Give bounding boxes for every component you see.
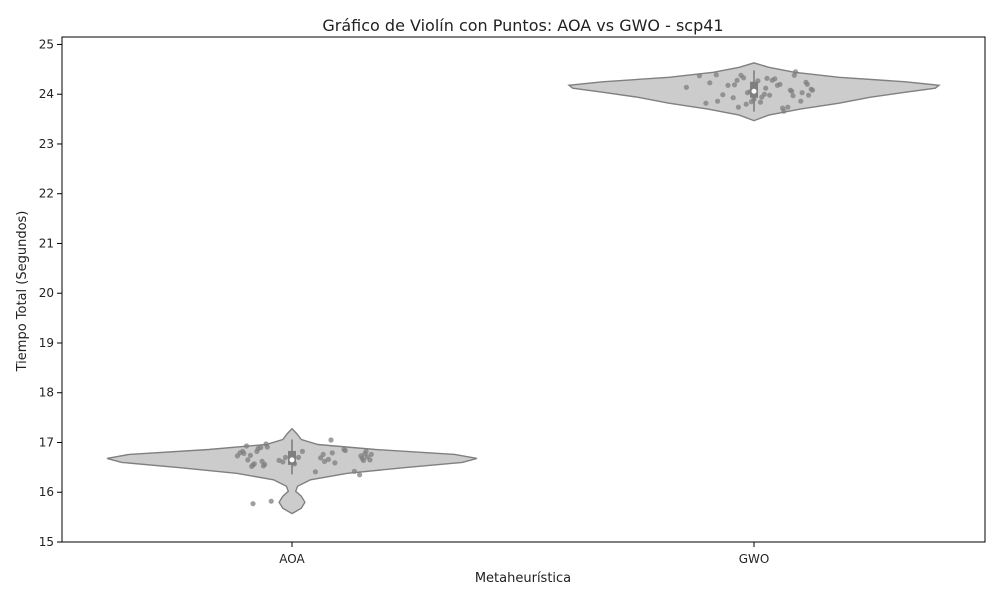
data-point xyxy=(761,91,768,97)
data-point xyxy=(280,459,286,465)
data-point xyxy=(743,101,749,107)
x-axis-label: Metaheurística xyxy=(475,571,571,586)
y-tick-label: 18 xyxy=(39,386,54,400)
data-point xyxy=(295,454,302,460)
data-point xyxy=(332,460,338,466)
points-layer xyxy=(234,69,816,507)
data-point xyxy=(329,450,335,456)
data-point xyxy=(790,93,796,99)
y-tick-label: 15 xyxy=(39,535,54,549)
data-point xyxy=(276,457,282,463)
y-axis-ticks: 15 16 17 18 19 20 21 22 23 24 25 xyxy=(39,37,62,549)
data-point xyxy=(793,69,799,75)
data-point xyxy=(250,501,256,507)
data-point xyxy=(763,85,769,91)
data-point xyxy=(328,437,334,443)
y-axis-label: Tiempo Total (Segundos) xyxy=(15,211,30,373)
data-point xyxy=(804,81,810,87)
data-point xyxy=(734,77,740,83)
data-point xyxy=(781,108,787,114)
x-tick-label: GWO xyxy=(739,552,770,566)
data-point xyxy=(799,90,805,96)
y-tick-label: 23 xyxy=(39,137,54,151)
violins-layer xyxy=(106,62,941,515)
data-point xyxy=(363,448,369,454)
data-point xyxy=(764,75,770,81)
data-point xyxy=(262,461,268,467)
data-point xyxy=(777,81,783,87)
y-tick-label: 25 xyxy=(39,37,54,51)
data-point xyxy=(785,104,791,110)
data-point xyxy=(325,456,331,462)
data-point xyxy=(757,99,764,105)
data-point xyxy=(357,472,363,478)
data-point xyxy=(258,444,264,451)
data-point xyxy=(243,443,250,449)
y-tick-label: 16 xyxy=(39,485,54,499)
plot-frame xyxy=(61,36,986,543)
box-layer xyxy=(288,70,758,475)
data-point xyxy=(351,468,357,474)
median-aoa xyxy=(289,457,295,463)
data-point xyxy=(312,469,318,475)
data-point xyxy=(725,82,731,88)
data-point xyxy=(342,447,348,454)
data-point xyxy=(367,457,373,463)
median-gwo xyxy=(751,88,757,94)
data-point xyxy=(299,448,305,454)
x-axis-ticks: AOA GWO xyxy=(279,542,769,566)
data-point xyxy=(809,87,816,93)
data-point xyxy=(806,92,812,98)
data-point xyxy=(264,444,270,450)
y-tick-label: 17 xyxy=(39,435,54,449)
x-tick-label: AOA xyxy=(279,552,305,566)
data-point xyxy=(735,104,742,110)
data-point xyxy=(741,75,747,81)
y-tick-label: 21 xyxy=(39,236,54,250)
data-point xyxy=(683,84,690,90)
data-point xyxy=(696,73,703,79)
data-point xyxy=(245,457,251,463)
data-point xyxy=(789,88,795,94)
data-point xyxy=(321,458,328,464)
data-point xyxy=(368,451,374,457)
data-point xyxy=(320,451,326,457)
data-point xyxy=(251,461,257,467)
y-tick-label: 24 xyxy=(39,87,54,101)
y-tick-label: 20 xyxy=(39,286,54,300)
data-point xyxy=(772,76,778,82)
data-point xyxy=(713,72,719,78)
data-point xyxy=(241,450,247,456)
y-tick-label: 22 xyxy=(39,187,54,201)
data-point xyxy=(282,454,289,460)
data-point xyxy=(268,498,274,504)
data-point xyxy=(360,457,367,463)
data-point xyxy=(715,98,721,104)
data-point xyxy=(731,82,738,88)
data-point xyxy=(798,98,804,104)
data-point xyxy=(720,92,726,98)
data-point xyxy=(730,95,736,101)
chart-title: Gráfico de Violín con Puntos: AOA vs GWO… xyxy=(322,16,723,35)
data-point xyxy=(707,80,713,86)
y-tick-label: 19 xyxy=(39,336,54,350)
data-point xyxy=(247,452,253,458)
data-point xyxy=(767,92,773,98)
data-point xyxy=(703,100,709,106)
